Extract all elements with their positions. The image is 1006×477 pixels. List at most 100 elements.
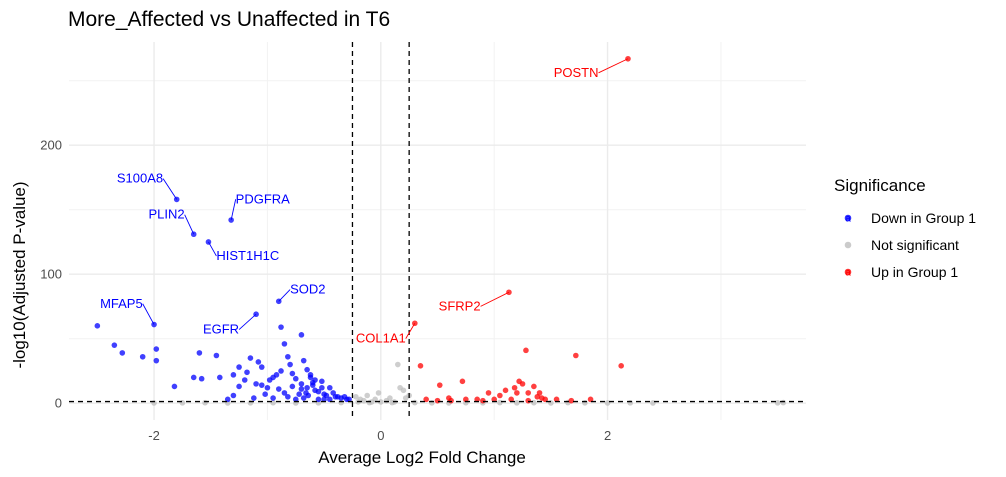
y-axis-title: -log10(Adjusted P-value) xyxy=(10,181,29,368)
x-tick-label: -2 xyxy=(148,428,160,443)
threshold-lines xyxy=(69,42,806,420)
data-point xyxy=(244,369,250,376)
data-point xyxy=(321,396,327,403)
data-point xyxy=(196,350,203,356)
data-point xyxy=(508,396,514,403)
data-point xyxy=(531,383,537,390)
data-point xyxy=(190,374,197,381)
y-tick-label: 100 xyxy=(40,267,62,282)
minor-gridlines xyxy=(69,42,806,420)
data-point xyxy=(281,390,288,396)
data-point xyxy=(780,399,787,406)
gene-label: EGFR xyxy=(203,322,239,337)
data-point xyxy=(491,396,497,403)
data-point xyxy=(217,374,223,381)
data-point xyxy=(119,350,126,356)
gene-annotations: POSTN SFRP2 COL1A1 S100A8 PLIN2 PDGFRA HIST1H1… xyxy=(100,58,629,346)
annotation-leader-line xyxy=(480,291,510,307)
data-point xyxy=(258,382,265,388)
data-point xyxy=(326,396,333,403)
data-point xyxy=(531,399,537,406)
data-point xyxy=(264,384,271,391)
data-point xyxy=(536,390,543,396)
data-point xyxy=(395,361,401,368)
data-point xyxy=(304,384,310,391)
data-point xyxy=(298,381,305,387)
data-point xyxy=(353,393,359,400)
data-point xyxy=(511,384,518,391)
data-point xyxy=(525,390,532,396)
y-tick-label: 0 xyxy=(55,396,62,411)
data-point xyxy=(516,378,522,385)
legend-label: Up in Group 1 xyxy=(871,264,958,280)
data-point xyxy=(459,378,466,385)
x-tick-label: 2 xyxy=(604,428,611,443)
data-point xyxy=(319,384,325,391)
gene-label: MFAP5 xyxy=(100,296,143,311)
data-point xyxy=(618,363,624,369)
data-point xyxy=(198,375,205,382)
data-point xyxy=(378,399,384,405)
annotation-leader-line xyxy=(598,58,629,74)
x-axis-title: Average Log2 Fold Change xyxy=(318,448,526,467)
annotation-leader-line xyxy=(184,214,195,235)
data-point xyxy=(497,399,503,406)
data-point xyxy=(523,347,529,354)
data-point xyxy=(236,383,242,390)
gene-label: PLIN2 xyxy=(149,207,185,222)
data-point xyxy=(247,355,254,361)
x-tick-label: 0 xyxy=(377,428,384,443)
legend-label: Down in Group 1 xyxy=(871,210,976,226)
legend-key xyxy=(844,241,852,249)
data-point xyxy=(448,397,454,404)
data-point xyxy=(357,396,364,403)
data-point xyxy=(247,400,254,406)
data-point xyxy=(539,395,545,401)
data-point xyxy=(525,397,532,404)
gene-label: POSTN xyxy=(554,65,599,80)
data-point xyxy=(298,386,305,392)
data-point xyxy=(485,390,492,396)
data-point xyxy=(582,400,588,406)
data-point xyxy=(224,396,231,403)
annotation-leader-line xyxy=(142,303,155,325)
legend-label: Not significant xyxy=(871,237,959,253)
annotation-leader-line xyxy=(405,323,416,339)
legend: Significance a Down in Group 1 Not signifi… xyxy=(834,176,976,280)
data-point xyxy=(94,323,101,329)
data-point xyxy=(213,352,220,359)
data-point xyxy=(179,400,186,406)
data-point xyxy=(417,363,424,369)
data-point xyxy=(278,368,284,374)
data-point xyxy=(514,390,520,396)
data-point xyxy=(292,396,299,403)
data-point xyxy=(278,324,284,330)
data-point xyxy=(474,396,480,403)
y-tick-label: 200 xyxy=(40,138,62,153)
data-point xyxy=(153,346,160,352)
data-point xyxy=(423,396,429,403)
data-point xyxy=(480,397,486,404)
data-point xyxy=(298,332,305,338)
data-point xyxy=(241,377,248,383)
data-point xyxy=(312,377,318,383)
data-point xyxy=(171,383,178,390)
annotation-leader-line xyxy=(162,178,178,200)
data-point xyxy=(230,392,237,399)
data-point xyxy=(434,397,441,404)
data-point xyxy=(412,399,418,406)
annotation-leader-line xyxy=(278,289,291,302)
data-point xyxy=(153,357,160,364)
data-point xyxy=(400,387,407,394)
data-point xyxy=(253,381,259,387)
data-point xyxy=(463,396,469,403)
annotation-leader-line xyxy=(230,199,237,221)
data-point xyxy=(275,386,282,392)
gene-label: S100A8 xyxy=(117,171,163,186)
gene-label: HIST1H1C xyxy=(216,248,279,263)
data-point xyxy=(139,353,146,360)
gene-label: SOD2 xyxy=(290,282,325,297)
data-point xyxy=(627,400,634,406)
data-point xyxy=(304,366,310,373)
